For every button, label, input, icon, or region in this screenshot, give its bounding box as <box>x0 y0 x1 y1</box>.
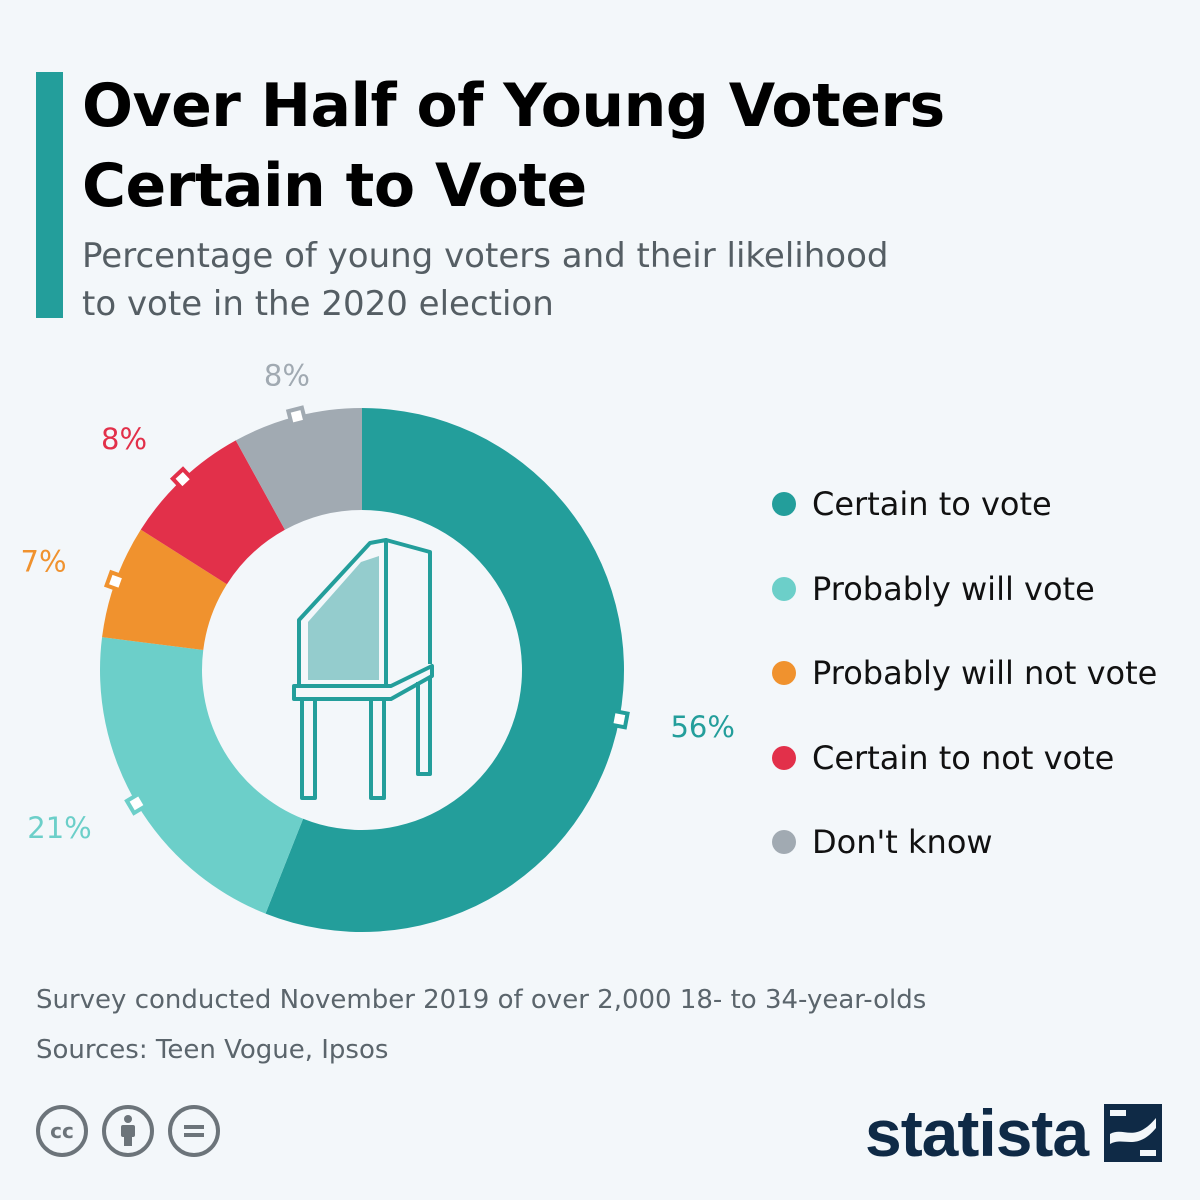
legend-dot-dont-know <box>772 830 796 855</box>
marker-probably-will-vote <box>124 791 149 816</box>
slice-don-t-know <box>235 408 362 530</box>
cc-icon[interactable]: cc <box>36 1105 88 1157</box>
legend-item-certain-to-not-vote: Certain to not vote <box>772 716 1157 801</box>
slice-certain-to-not-vote <box>140 440 285 585</box>
slice-certain-to-vote <box>265 408 624 932</box>
booth-side-panel <box>385 538 432 664</box>
legend-label: Don't know <box>812 823 993 862</box>
legend-dot-certain-to-vote <box>772 492 796 517</box>
statista-brand[interactable]: statista <box>865 1096 1163 1170</box>
legend-item-probably-will-vote: Probably will vote <box>772 547 1157 632</box>
slice-probably-will-vote <box>99 637 304 914</box>
marker-probably-will-not-vote <box>103 569 128 593</box>
license-icons: cc <box>36 1105 220 1157</box>
legend-dot-certain-to-not-vote <box>772 745 796 770</box>
legend-label: Probably will vote <box>812 569 1095 608</box>
booth-back-leg <box>416 676 432 776</box>
title-accent-bar <box>36 72 63 318</box>
value-label-don-t-know: 8% <box>264 358 310 392</box>
subtitle-line-1: Percentage of young voters and their lik… <box>82 236 889 276</box>
booth-curtain <box>308 556 379 680</box>
legend-item-probably-will-not-vote: Probably will not vote <box>772 631 1157 716</box>
title-line-1: Over Half of Young Voters <box>82 71 945 141</box>
marker-certain-to-vote <box>608 708 630 730</box>
subtitle-line-2: to vote in the 2020 election <box>82 284 554 324</box>
statista-logo-icon <box>1104 1104 1163 1162</box>
legend-dot-probably-will-vote <box>772 576 796 601</box>
legend-label: Certain to vote <box>812 485 1052 524</box>
brand-wordmark: statista <box>865 1096 1089 1170</box>
chart-legend: Certain to vote Probably will vote Proba… <box>772 462 1157 885</box>
booth-left-leg <box>300 699 317 800</box>
survey-note: Survey conducted November 2019 of over 2… <box>36 985 927 1015</box>
legend-label: Certain to not vote <box>812 738 1115 777</box>
value-label-probably-will-vote: 21% <box>27 811 91 845</box>
legend-dot-probably-will-not-vote <box>772 661 796 686</box>
legend-label: Probably will not vote <box>812 654 1158 693</box>
marker-don-t-know <box>285 405 308 428</box>
booth-frame <box>297 538 388 684</box>
donut-chart: 56% 21% 7% 8% 8% <box>21 358 735 932</box>
page-title: Over Half of Young Voters Certain to Vot… <box>82 66 1162 226</box>
attribution-icon[interactable] <box>102 1105 154 1157</box>
value-label-certain-to-vote: 56% <box>670 710 734 744</box>
title-line-2: Certain to Vote <box>82 151 587 221</box>
voting-booth-icon <box>292 538 434 800</box>
slice-probably-will-not-vote <box>102 529 227 650</box>
marker-certain-to-not-vote <box>169 466 196 492</box>
value-label-probably-will-not-vote: 7% <box>21 545 67 579</box>
page-subtitle: Percentage of young voters and their lik… <box>82 232 982 328</box>
legend-item-dont-know: Don't know <box>772 800 1157 885</box>
person-glyph <box>121 1115 135 1146</box>
value-label-certain-to-not-vote: 8% <box>101 422 147 456</box>
legend-item-certain-to-vote: Certain to vote <box>772 462 1157 547</box>
equals-glyph <box>184 1125 204 1137</box>
sources-note: Sources: Teen Vogue, Ipsos <box>36 1035 389 1065</box>
booth-right-leg <box>369 699 386 800</box>
no-derivatives-icon[interactable] <box>168 1105 220 1157</box>
